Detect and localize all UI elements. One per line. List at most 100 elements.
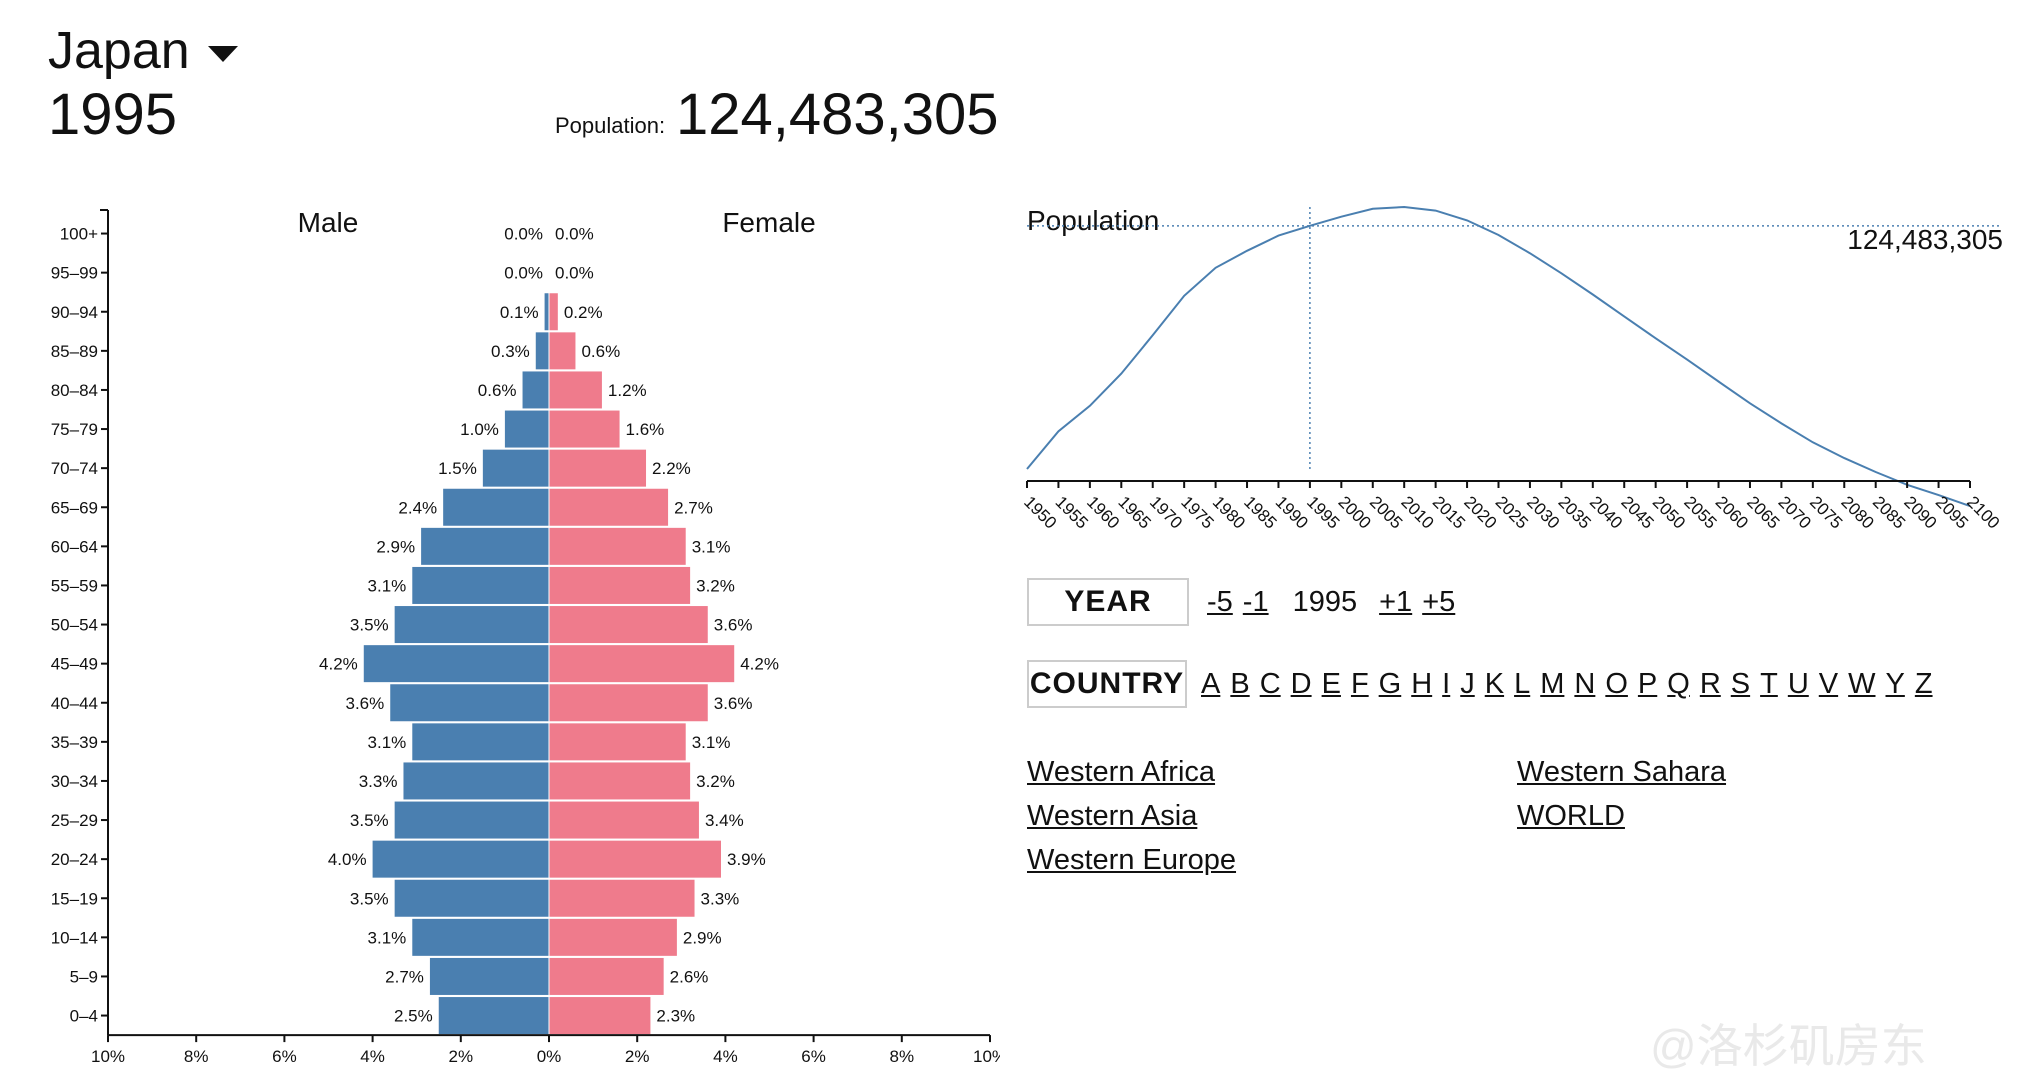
- population-line-chart: Population124,483,3051950195519601965197…: [1020, 205, 2003, 533]
- age-tick-label: 80–84: [51, 381, 98, 400]
- year-tick-label: 2055: [1680, 492, 1720, 532]
- letter-filter-q[interactable]: Q: [1667, 667, 1690, 700]
- letter-filter-d[interactable]: D: [1290, 667, 1312, 700]
- letter-filter-g[interactable]: G: [1378, 667, 1402, 700]
- male-value-label: 2.9%: [376, 537, 415, 556]
- male-bar: [372, 840, 549, 878]
- year-tick-label: 2090: [1900, 492, 1940, 532]
- letter-filter-j[interactable]: J: [1460, 667, 1475, 700]
- year-button[interactable]: YEAR: [1027, 578, 1189, 626]
- year-tick-label: 1950: [1020, 492, 1060, 532]
- female-value-label: 0.2%: [564, 303, 603, 322]
- female-value-label: 3.1%: [692, 537, 731, 556]
- male-bar: [412, 566, 549, 604]
- year-tick-label: 1980: [1209, 492, 1249, 532]
- male-bar: [412, 723, 549, 761]
- letter-filter-e[interactable]: E: [1321, 667, 1341, 700]
- female-value-label: 3.6%: [714, 694, 753, 713]
- male-value-label: 3.6%: [345, 694, 384, 713]
- year-tick-label: 2085: [1869, 492, 1909, 532]
- country-link-western-asia[interactable]: Western Asia: [1027, 800, 1198, 832]
- male-value-label: 2.4%: [398, 498, 437, 517]
- letter-filter-s[interactable]: S: [1730, 667, 1751, 700]
- year-tick-label: 2040: [1586, 492, 1626, 532]
- male-bar: [363, 645, 549, 683]
- female-series-label: Female: [722, 207, 815, 238]
- letter-filter-v[interactable]: V: [1818, 667, 1839, 700]
- male-bar: [390, 684, 549, 722]
- letter-filter-y[interactable]: Y: [1885, 667, 1905, 700]
- letter-filter-z[interactable]: Z: [1914, 667, 1933, 700]
- male-bar: [412, 918, 549, 956]
- letter-filter-u[interactable]: U: [1787, 667, 1809, 700]
- year-controls: YEAR -5 -1 1995 +1 +5: [1027, 578, 1465, 626]
- letter-filter-m[interactable]: M: [1540, 667, 1565, 700]
- percent-tick-label: 8%: [184, 1047, 209, 1066]
- year-plus-5-link[interactable]: +5: [1422, 585, 1456, 618]
- country-button[interactable]: COUNTRY: [1027, 660, 1187, 708]
- male-bar: [403, 762, 549, 800]
- letter-filter-t[interactable]: T: [1760, 667, 1778, 700]
- percent-tick-label: 6%: [801, 1047, 826, 1066]
- year-tick-label: 2050: [1649, 492, 1689, 532]
- year-tick-label: 1955: [1052, 492, 1092, 532]
- female-bar: [549, 918, 677, 956]
- age-tick-label: 95–99: [51, 264, 98, 283]
- female-value-label: 0.0%: [555, 264, 594, 283]
- female-bar: [549, 293, 558, 331]
- female-value-label: 3.9%: [727, 850, 766, 869]
- line-chart-title: Population: [1027, 205, 1159, 236]
- letter-filter-k[interactable]: K: [1484, 667, 1505, 700]
- female-bar: [549, 840, 721, 878]
- country-link-western-africa[interactable]: Western Africa: [1027, 756, 1216, 788]
- male-bar: [421, 527, 549, 565]
- letter-filter-b[interactable]: B: [1230, 667, 1250, 700]
- male-bar: [544, 293, 549, 331]
- male-bar: [438, 997, 549, 1035]
- percent-tick-label: 2%: [449, 1047, 474, 1066]
- year-plus-1-link[interactable]: +1: [1379, 585, 1413, 618]
- letter-filter-r[interactable]: R: [1699, 667, 1721, 700]
- male-bar: [443, 488, 549, 526]
- letter-filter-p[interactable]: P: [1637, 667, 1658, 700]
- year-tick-label: 2010: [1397, 492, 1437, 532]
- letter-filter-n[interactable]: N: [1574, 667, 1596, 700]
- letter-filter-f[interactable]: F: [1350, 667, 1369, 700]
- female-value-label: 3.6%: [714, 616, 753, 635]
- year-tick-label: 1995: [1303, 492, 1343, 532]
- country-link-western-sahara[interactable]: Western Sahara: [1517, 756, 1727, 788]
- percent-tick-label: 8%: [890, 1047, 915, 1066]
- female-value-label: 3.3%: [701, 889, 740, 908]
- female-bar: [549, 762, 691, 800]
- female-value-label: 2.7%: [674, 498, 713, 517]
- year-minus-1-link[interactable]: -1: [1242, 585, 1269, 618]
- country-link-western-europe[interactable]: Western Europe: [1027, 844, 1237, 876]
- male-value-label: 1.5%: [438, 459, 477, 478]
- year-tick-label: 2065: [1743, 492, 1783, 532]
- female-value-label: 4.2%: [740, 655, 779, 674]
- age-tick-label: 30–34: [51, 772, 98, 791]
- letter-filter-o[interactable]: O: [1605, 667, 1628, 700]
- letter-filter-c[interactable]: C: [1259, 667, 1281, 700]
- male-bar: [504, 410, 549, 448]
- letter-filter-a[interactable]: A: [1201, 667, 1221, 700]
- letter-filter-i[interactable]: I: [1442, 667, 1451, 700]
- country-link-world[interactable]: WORLD: [1517, 800, 1625, 832]
- population-value: 124,483,305: [676, 82, 999, 147]
- age-tick-label: 50–54: [51, 616, 98, 635]
- country-dropdown[interactable]: Japan: [48, 18, 238, 84]
- year-minus-5-link[interactable]: -5: [1207, 585, 1233, 618]
- age-tick-label: 40–44: [51, 694, 98, 713]
- current-year: 1995: [1292, 585, 1358, 618]
- letter-filter-l[interactable]: L: [1514, 667, 1531, 700]
- letter-filter-h[interactable]: H: [1411, 667, 1433, 700]
- percent-tick-label: 4%: [360, 1047, 385, 1066]
- female-value-label: 2.6%: [670, 967, 709, 986]
- letter-filter-w[interactable]: W: [1848, 667, 1876, 700]
- population-pyramid-chart: Male Female 100+ 0.0% 0.0% 95–99 0.0% 0.0% 90–94…: [51, 207, 1000, 1066]
- female-bar: [549, 723, 686, 761]
- year-tick-label: 2000: [1335, 492, 1375, 532]
- female-value-label: 2.2%: [652, 459, 691, 478]
- year-tick-label: 1990: [1272, 492, 1312, 532]
- age-tick-label: 5–9: [70, 967, 98, 986]
